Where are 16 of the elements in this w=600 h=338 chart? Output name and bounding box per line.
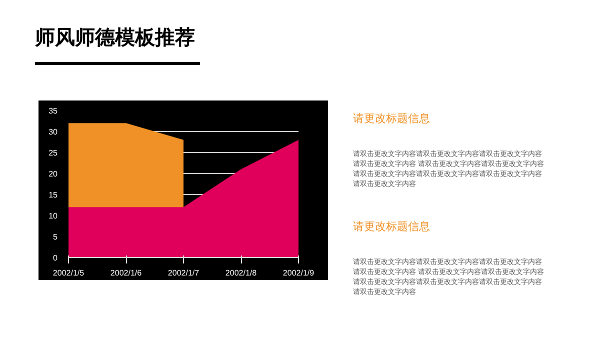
y-tick-label: 5 [53, 232, 58, 242]
text: 请更改标题信息 [353, 111, 430, 127]
chart-title: 师风师德模板推荐 [35, 24, 195, 51]
x-tick-label: 2002/1/6 [110, 268, 142, 278]
y-tick-label: 35 [48, 106, 58, 116]
x-tick-label: 2002/1/5 [52, 268, 85, 278]
x-tick-label: 2002/1/9 [282, 268, 315, 278]
y-tick-label: 20 [48, 170, 58, 178]
y-tick-label: 25 [48, 148, 58, 158]
x-tick-label: 2002/1/7 [168, 268, 200, 278]
text: 请更改标题信息 [353, 219, 430, 235]
y-tick-label: 10 [48, 212, 58, 220]
y-tick-label: 30 [48, 128, 58, 136]
x-tick-label: 2002/1/8 [225, 268, 258, 278]
y-tick-label: 15 [48, 190, 58, 200]
y-tick-label: 0 [53, 254, 58, 262]
